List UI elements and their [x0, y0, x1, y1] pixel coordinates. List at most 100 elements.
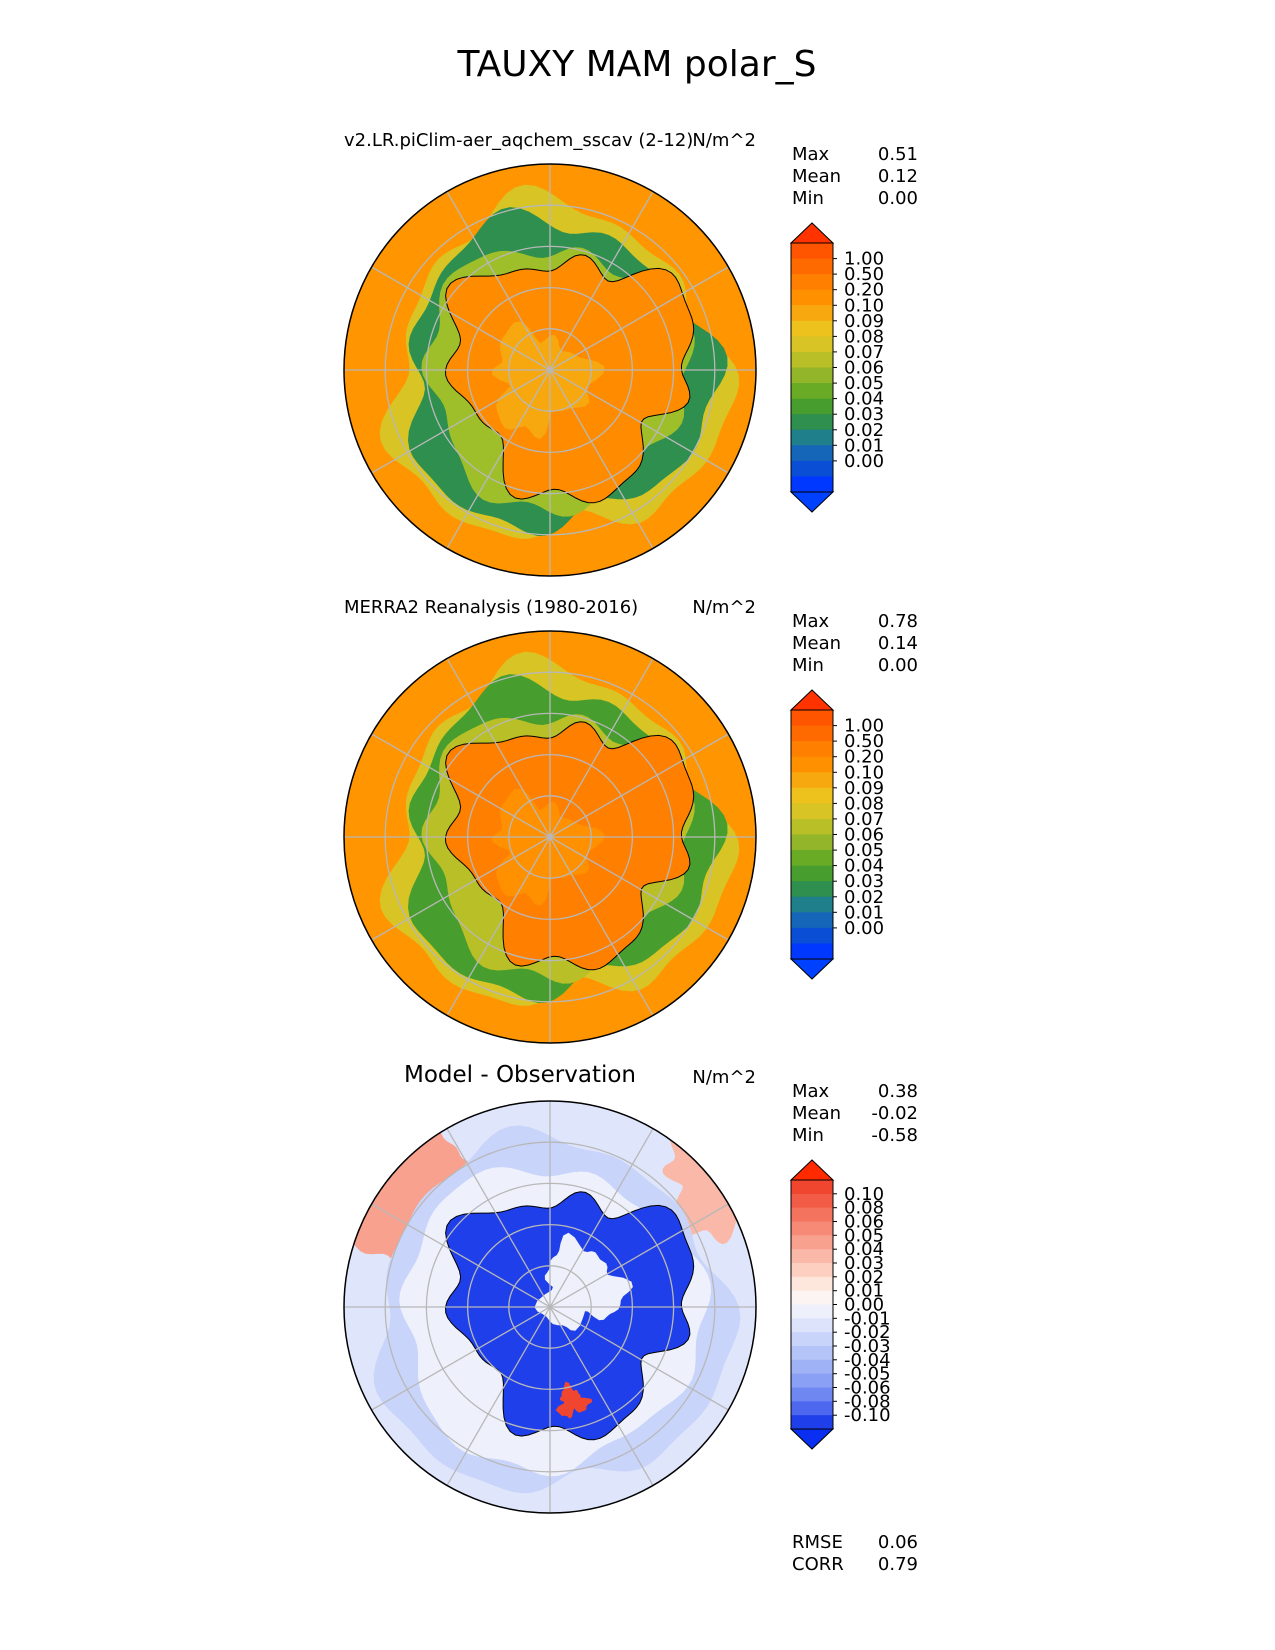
- colorbar-tick-label: 0.02: [844, 420, 884, 441]
- stat-label-max: Max: [792, 1081, 830, 1102]
- colorbar-segment: [791, 1401, 833, 1416]
- colorbar-tick-label: 0.02: [844, 887, 884, 908]
- colorbar-segment: [791, 896, 833, 913]
- stat-value-min: -0.58: [871, 1125, 918, 1146]
- colorbar-tick-label: 0.10: [844, 762, 884, 783]
- colorbar-segment: [791, 1304, 833, 1319]
- colorbar-segment: [791, 1193, 833, 1209]
- colorbar-segment: [791, 414, 833, 431]
- colorbar-tick-label: 0.06: [844, 1212, 884, 1233]
- colorbar-tick-label: 0.03: [844, 404, 884, 425]
- colorbar-segment: [791, 274, 833, 291]
- graticule: [344, 1101, 756, 1513]
- colorbar-over-extend: [789, 689, 835, 711]
- colorbar-tick-label: 0.01: [844, 1281, 884, 1302]
- colorbar: 1.000.500.200.100.090.080.070.060.050.04…: [789, 222, 884, 513]
- colorbar-under-extend: [789, 958, 835, 980]
- colorbar-segment: [791, 476, 833, 493]
- stat-value-mean: 0.14: [878, 633, 918, 654]
- metric-label-corr: CORR: [792, 1554, 844, 1575]
- colorbar-tick-label: 0.02: [844, 1267, 884, 1288]
- graticule: [344, 631, 756, 1043]
- colorbar-tick-label: -0.01: [844, 1308, 891, 1329]
- colorbar-tick-label: 0.00: [844, 451, 884, 472]
- colorbar-tick-label: 0.05: [844, 840, 884, 861]
- colorbar-segment: [791, 725, 833, 742]
- colorbar-under-extend: [789, 1428, 835, 1450]
- colorbar-tick-label: 0.07: [844, 342, 884, 363]
- colorbar-segment: [791, 1235, 833, 1250]
- colorbar-segment: [791, 460, 833, 477]
- colorbar-segment: [791, 912, 833, 929]
- colorbar-segment: [791, 1387, 833, 1402]
- metric-value-corr: 0.79: [878, 1554, 918, 1575]
- colorbar-segment: [791, 1318, 833, 1333]
- colorbar-tick-label: 0.06: [844, 825, 884, 846]
- colorbar-segment: [791, 445, 833, 462]
- stat-value-max: 0.51: [878, 144, 918, 165]
- colorbar-segment: [791, 756, 833, 773]
- colorbar-segment: [791, 1180, 833, 1195]
- colorbar-tick-label: 0.00: [844, 1295, 884, 1316]
- panel-units: N/m^2: [692, 1067, 756, 1088]
- colorbar-tick-label: 0.06: [844, 358, 884, 379]
- stat-label-mean: Mean: [792, 633, 841, 654]
- colorbar-segment: [791, 1207, 833, 1222]
- colorbar-segment: [791, 834, 833, 851]
- colorbar-segment: [791, 803, 833, 820]
- panel-title: v2.LR.piClim-aer_aqchem_sscav (2-12): [344, 130, 693, 151]
- colorbar-tick-label: 1.00: [844, 716, 884, 737]
- colorbar-segment: [791, 943, 833, 960]
- colorbar-tick-label: 0.20: [844, 747, 884, 768]
- map-field: [344, 1101, 756, 1513]
- colorbar-tick-label: 0.01: [844, 902, 884, 923]
- colorbar-segment: [791, 741, 833, 758]
- colorbar-segment: [791, 1332, 833, 1347]
- colorbar-segment: [791, 1415, 833, 1430]
- colorbar-segment: [791, 289, 833, 306]
- interior-field: [491, 321, 605, 440]
- colorbar-tick-label: 0.01: [844, 435, 884, 456]
- colorbar-tick-label: -0.04: [844, 1350, 891, 1371]
- stat-value-mean: 0.12: [878, 166, 918, 187]
- colorbar-tick-label: 0.08: [844, 326, 884, 347]
- colorbar-tick-label: 0.00: [844, 918, 884, 939]
- figure-title: TAUXY MAM polar_S: [456, 44, 816, 85]
- colorbar-tick-label: 0.10: [844, 295, 884, 316]
- colorbar-segment: [791, 881, 833, 898]
- panel-units: N/m^2: [692, 130, 756, 151]
- stat-value-min: 0.00: [878, 655, 918, 676]
- colorbar-segment: [791, 351, 833, 368]
- colorbar-segment: [791, 787, 833, 804]
- stat-label-min: Min: [792, 1125, 824, 1146]
- colorbar-tick-label: 0.50: [844, 731, 884, 752]
- interior-anomaly: [534, 1232, 633, 1331]
- colorbar-tick-label: 0.20: [844, 280, 884, 301]
- metric-label-rmse: RMSE: [792, 1532, 843, 1553]
- colorbar-tick-label: 0.04: [844, 1239, 884, 1260]
- colorbar-tick-label: 0.07: [844, 809, 884, 830]
- colorbar-segment: [791, 865, 833, 882]
- colorbar-over-extend: [789, 222, 835, 244]
- colorbar-segment: [791, 320, 833, 337]
- map-boundary: [343, 163, 757, 577]
- colorbar-segment: [791, 1249, 833, 1264]
- panel-title: MERRA2 Reanalysis (1980-2016): [344, 597, 638, 618]
- graticule: [344, 164, 756, 576]
- colorbar-segment: [791, 818, 833, 835]
- colorbar-segment: [791, 243, 833, 260]
- colorbar-tick-label: 0.10: [844, 1184, 884, 1205]
- colorbar-segment: [791, 1276, 833, 1292]
- colorbar-tick-label: 0.04: [844, 389, 884, 410]
- panel-title: Model - Observation: [404, 1062, 636, 1088]
- map-panel-1: v2.LR.piClim-aer_aqchem_sscav (2-12) N/m^…: [343, 130, 918, 577]
- colorbar: 0.100.080.060.050.040.030.020.010.00-0.0…: [789, 1159, 891, 1450]
- colorbar-tick-label: 1.00: [844, 249, 884, 270]
- colorbar-tick-label: -0.03: [844, 1336, 891, 1357]
- colorbar-tick-label: 0.08: [844, 1198, 884, 1219]
- stat-label-mean: Mean: [792, 1103, 841, 1124]
- colorbar-tick-label: -0.05: [844, 1364, 891, 1385]
- colorbar-segment: [791, 383, 833, 400]
- colorbar-tick-label: -0.08: [844, 1391, 891, 1412]
